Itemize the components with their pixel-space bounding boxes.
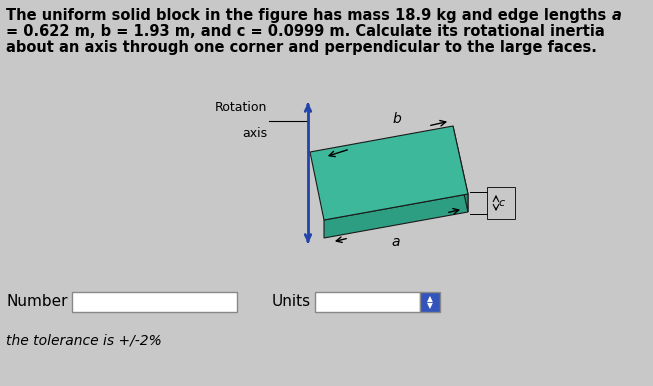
Text: a: a [612, 8, 622, 23]
Polygon shape [310, 126, 468, 220]
Text: ▼: ▼ [427, 301, 433, 310]
FancyBboxPatch shape [420, 292, 440, 312]
Text: c: c [498, 198, 504, 208]
Polygon shape [453, 126, 468, 212]
FancyBboxPatch shape [315, 292, 420, 312]
Text: The uniform solid block in the figure has mass 18.9 kg and edge lengths: The uniform solid block in the figure ha… [6, 8, 611, 23]
Text: Number: Number [7, 295, 68, 310]
Text: Units: Units [272, 295, 311, 310]
Text: Rotation: Rotation [215, 101, 267, 114]
Text: the tolerance is +/-2%: the tolerance is +/-2% [6, 334, 162, 348]
Text: ▲: ▲ [427, 294, 433, 303]
Text: a: a [392, 235, 400, 249]
Polygon shape [324, 194, 468, 238]
Text: b: b [392, 112, 401, 126]
FancyBboxPatch shape [72, 292, 237, 312]
Text: about an axis through one corner and perpendicular to the large faces.: about an axis through one corner and per… [6, 40, 597, 55]
Text: axis: axis [242, 127, 267, 140]
Text: = 0.622 m, b = 1.93 m, and c = 0.0999 m. Calculate its rotational inertia: = 0.622 m, b = 1.93 m, and c = 0.0999 m.… [6, 24, 605, 39]
